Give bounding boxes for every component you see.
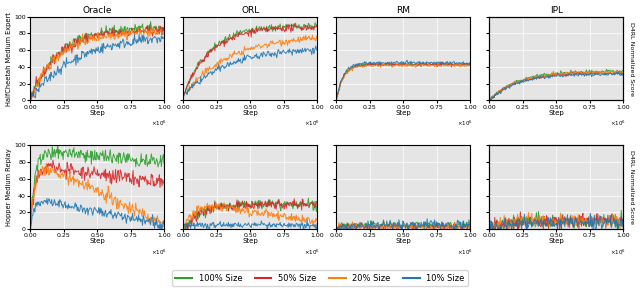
Title: IPL: IPL xyxy=(550,6,563,15)
Legend: 100% Size, 50% Size, 20% Size, 10% Size: 100% Size, 50% Size, 20% Size, 10% Size xyxy=(172,270,468,286)
Title: ORL: ORL xyxy=(241,6,259,15)
Text: $\times10^6$: $\times10^6$ xyxy=(304,119,320,128)
X-axis label: Step: Step xyxy=(89,110,105,116)
X-axis label: Step: Step xyxy=(548,110,564,116)
Text: $\times10^6$: $\times10^6$ xyxy=(610,248,626,257)
Y-axis label: D4RL Normalized Score: D4RL Normalized Score xyxy=(630,150,634,224)
Text: $\times10^6$: $\times10^6$ xyxy=(151,119,166,128)
X-axis label: Step: Step xyxy=(396,239,411,244)
Text: $\times10^6$: $\times10^6$ xyxy=(457,248,473,257)
X-axis label: Step: Step xyxy=(243,110,258,116)
Y-axis label: D4RL Normalized Score: D4RL Normalized Score xyxy=(630,22,634,96)
Text: $\times10^6$: $\times10^6$ xyxy=(151,248,166,257)
Text: $\times10^6$: $\times10^6$ xyxy=(457,119,473,128)
Title: RM: RM xyxy=(396,6,410,15)
Title: Oracle: Oracle xyxy=(83,6,112,15)
Text: $\times10^6$: $\times10^6$ xyxy=(610,119,626,128)
Y-axis label: Hopper Medium Replay: Hopper Medium Replay xyxy=(6,149,12,226)
X-axis label: Step: Step xyxy=(548,239,564,244)
Y-axis label: HalfCheetah Medium Expert: HalfCheetah Medium Expert xyxy=(6,12,12,105)
X-axis label: Step: Step xyxy=(396,110,411,116)
X-axis label: Step: Step xyxy=(243,239,258,244)
X-axis label: Step: Step xyxy=(89,239,105,244)
Text: $\times10^6$: $\times10^6$ xyxy=(304,248,320,257)
